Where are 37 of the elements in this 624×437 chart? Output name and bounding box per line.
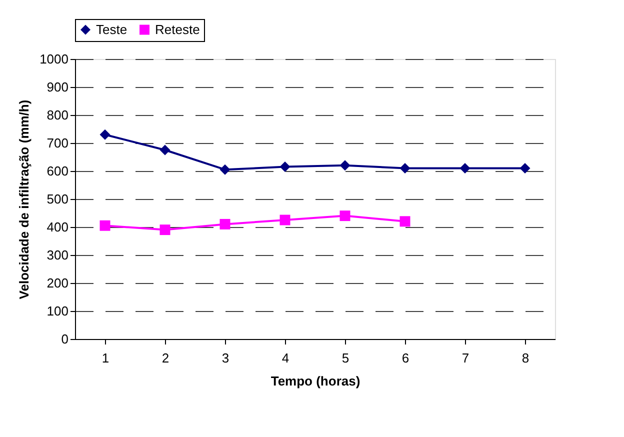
y-tick-label: 500 [46, 192, 68, 206]
point [340, 160, 350, 171]
y-tick-label: 900 [46, 80, 68, 94]
legend-label: Teste [96, 22, 128, 37]
point [400, 216, 410, 227]
point [340, 210, 350, 222]
x-tick-label: 3 [222, 350, 230, 366]
y-tick-label: 200 [46, 276, 68, 290]
x-tick-label: 4 [282, 350, 290, 366]
x-tick-label: 7 [462, 350, 470, 366]
y-tick-label: 1000 [40, 52, 68, 66]
legend-label: Reteste [155, 22, 200, 37]
x-tick-label: 2 [162, 350, 170, 366]
point [160, 144, 170, 156]
x-tick-label: 5 [342, 350, 350, 366]
y-tick-label: 600 [46, 164, 68, 178]
point [100, 220, 110, 231]
point [100, 129, 110, 140]
point [220, 218, 230, 230]
point [460, 162, 470, 174]
x-tick-label: 6 [402, 350, 410, 366]
x-axis-title: Tempo (horas) [270, 374, 360, 388]
point [400, 162, 410, 174]
point [280, 214, 290, 226]
y-tick-label: 800 [46, 108, 68, 122]
y-tick-label: 400 [46, 220, 68, 234]
x-tick-label: 8 [522, 350, 530, 366]
point [160, 224, 170, 236]
point [520, 162, 530, 174]
y-tick-label: 300 [46, 248, 68, 262]
point [220, 164, 230, 175]
y-axis-title: Velocidade de infiltração (mm/h) [16, 100, 32, 300]
y-tick-label: 700 [46, 136, 68, 150]
y-tick-label: 100 [46, 304, 68, 318]
x-tick-label: 1 [102, 350, 110, 366]
y-tick-label: 0 [61, 332, 68, 346]
point [280, 162, 290, 172]
